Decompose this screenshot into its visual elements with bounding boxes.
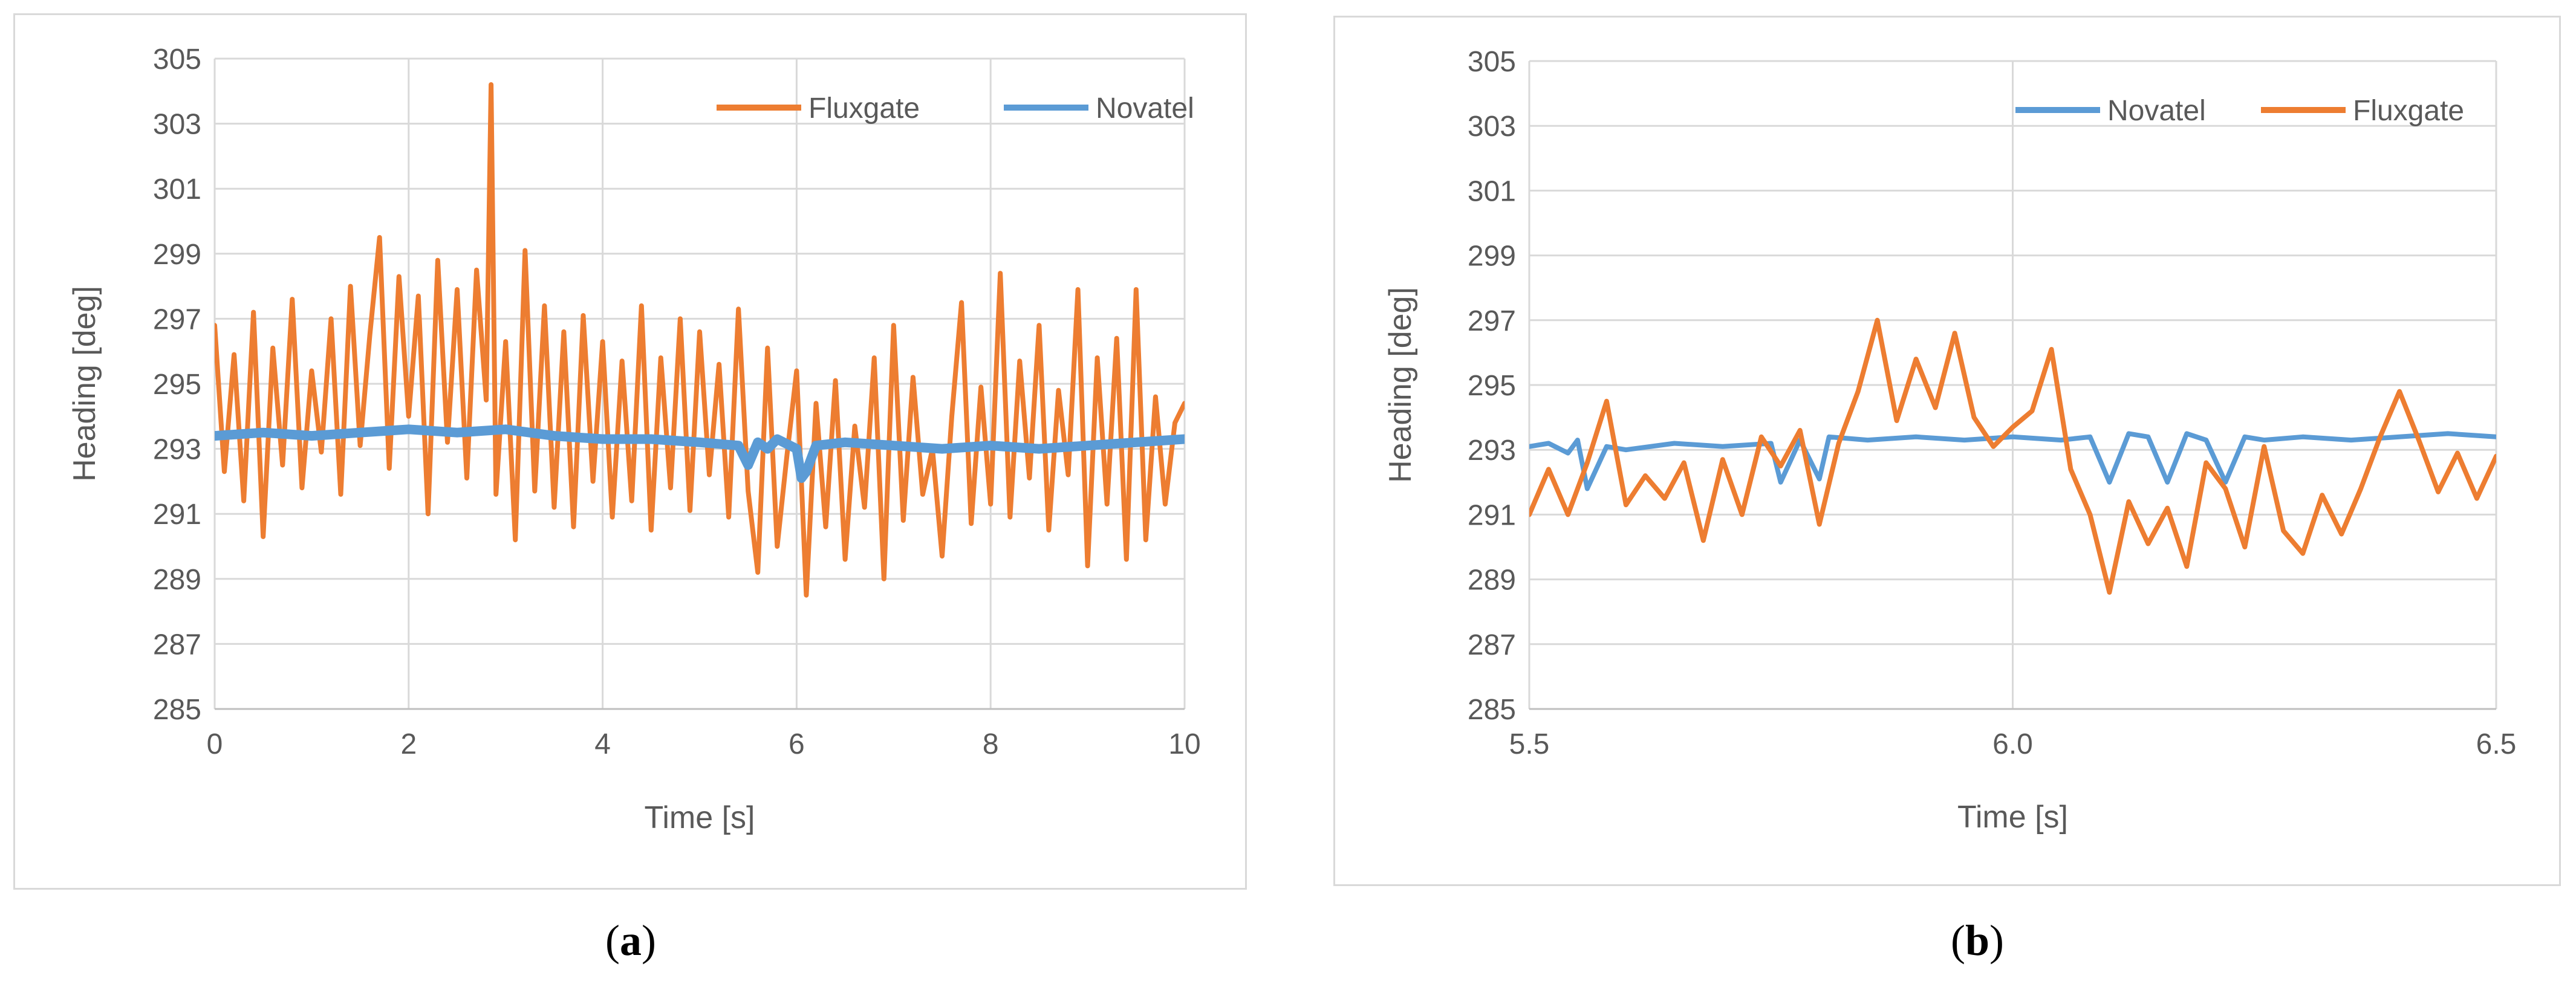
y-tick-label: 301 — [153, 173, 201, 205]
y-tick-label: 293 — [153, 434, 201, 466]
caption-a-letter: a — [620, 916, 642, 965]
caption-b: (b) — [1887, 916, 2068, 966]
y-axis-title: Heading [deg] — [1383, 287, 1418, 483]
y-tick-label: 289 — [1468, 565, 1516, 597]
x-axis-title: Time [s] — [1957, 800, 2068, 835]
legend-label-novatel: Novatel — [2107, 95, 2206, 127]
caption-b-open: ( — [1950, 916, 1965, 965]
series-line-novatel — [215, 424, 1185, 483]
y-tick-label: 305 — [1468, 46, 1516, 78]
y-tick-label: 291 — [153, 499, 201, 531]
y-tick-label: 295 — [153, 369, 201, 401]
x-tick-label: 8 — [983, 728, 999, 760]
plot-area — [1529, 317, 2496, 595]
y-axis-title: Heading [deg] — [67, 286, 102, 482]
caption-b-close: ) — [1989, 916, 2004, 965]
y-tick-label: 285 — [1468, 694, 1516, 726]
y-tick-label: 291 — [1468, 499, 1516, 531]
caption-a-close: ) — [642, 916, 656, 965]
x-tick-label: 10 — [1168, 728, 1200, 760]
caption-a: (a) — [540, 916, 721, 966]
chart-panel-a: 285 287 289 291 293 295 297 299 301 303 305 0 2 4 6 8 10… — [13, 13, 1247, 890]
y-tick-label: 287 — [1468, 629, 1516, 661]
series-line-fluxgate — [215, 82, 1185, 598]
legend-label-fluxgate: Fluxgate — [808, 92, 920, 125]
y-tick-label: 299 — [153, 239, 201, 271]
y-tick-label: 299 — [1468, 241, 1516, 273]
x-tick-label: 6 — [789, 728, 805, 760]
chart-a: 285 287 289 291 293 295 297 299 301 303 305 0 2 4 6 8 10… — [67, 44, 1201, 835]
y-tick-label: 303 — [1468, 111, 1516, 143]
x-tick-label: 6.5 — [2476, 728, 2517, 760]
x-tick-label: 6.0 — [1992, 728, 2033, 760]
series-line-fluxgate — [1529, 317, 2496, 595]
y-tick-label: 305 — [153, 44, 201, 76]
caption-b-letter: b — [1965, 916, 1990, 965]
y-tick-label: 285 — [153, 694, 201, 726]
y-tick-label: 301 — [1468, 175, 1516, 207]
y-tick-label: 297 — [153, 303, 201, 335]
y-tick-label: 295 — [1468, 370, 1516, 402]
y-tick-label: 289 — [153, 564, 201, 596]
y-tick-label: 297 — [1468, 305, 1516, 337]
legend-label-novatel: Novatel — [1096, 92, 1194, 125]
chart-panel-b: 285 287 289 291 293 295 297 299 301 303 305 5.5 6.0 6… — [1333, 16, 2561, 886]
chart-b: 285 287 289 291 293 295 297 299 301 303 305 5.5 6.0 6… — [1383, 46, 2517, 835]
y-tick-label: 303 — [153, 109, 201, 141]
plot-area — [215, 82, 1185, 598]
y-tick-label: 293 — [1468, 435, 1516, 467]
x-tick-label: 5.5 — [1509, 728, 1550, 760]
x-tick-label: 0 — [207, 728, 223, 760]
legend-label-fluxgate: Fluxgate — [2353, 95, 2464, 127]
y-tick-label: 287 — [153, 629, 201, 661]
x-tick-label: 2 — [400, 728, 417, 760]
x-axis-title: Time [s] — [645, 800, 755, 835]
x-tick-label: 4 — [594, 728, 611, 760]
caption-a-open: ( — [605, 916, 620, 965]
